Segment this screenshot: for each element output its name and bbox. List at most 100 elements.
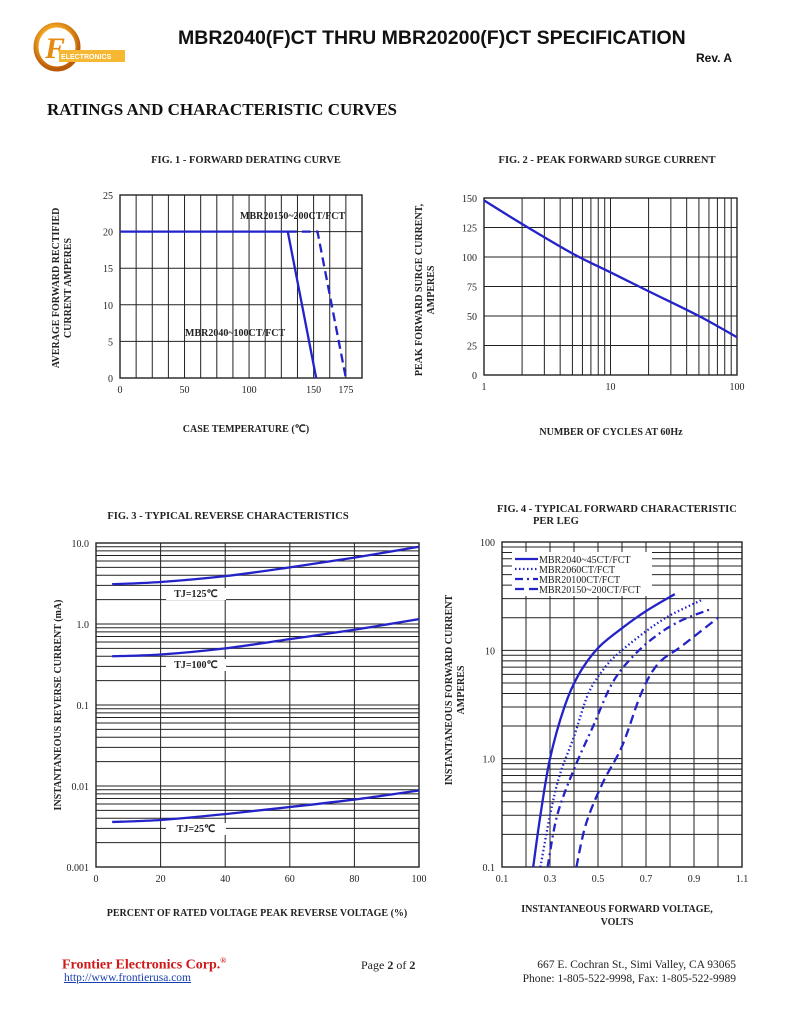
company-name-text: Frontier Electronics Corp. <box>62 957 221 973</box>
y-tick-label: 100 <box>462 253 477 264</box>
y-tick-label: 25 <box>467 342 477 353</box>
y-tick-label: 20 <box>103 228 113 239</box>
series-line-2 <box>539 599 702 868</box>
y-axis-label: CURRENT AMPERES <box>63 238 74 339</box>
x-tick-label: 0 <box>118 385 123 396</box>
x-axis-label: VOLTS <box>601 917 634 928</box>
y-tick-label: 10.0 <box>72 539 90 550</box>
y-tick-label: 10 <box>103 301 113 312</box>
curve-label-background <box>166 823 226 835</box>
section-title: RATINGS AND CHARACTERISTIC CURVES <box>47 100 398 119</box>
series-line-1 <box>483 199 738 339</box>
grid <box>95 542 420 868</box>
fig4-chart: 0.1 0.3 0.5 0.7 0.9 1.1 0.1 1.0 10 100 FIG. 4 - TY… <box>444 504 748 928</box>
curve-label-background <box>166 588 226 600</box>
x-tick-label: 150 <box>306 385 321 396</box>
y-tick-label: 15 <box>103 264 113 275</box>
y-tick-label: 0.01 <box>72 782 90 793</box>
x-tick-label: 0.3 <box>544 874 557 885</box>
series-line-4 <box>575 616 719 868</box>
y-tick-label: 0.001 <box>67 863 90 874</box>
series-line-1 <box>112 545 420 586</box>
y-tick-label: 0.1 <box>483 863 496 874</box>
chart-title: FIG. 3 - TYPICAL REVERSE CHARACTERISTICS <box>107 511 349 522</box>
y-tick-label: 50 <box>467 312 477 323</box>
x-tick-label: 1 <box>482 382 487 393</box>
page-prefix: Page <box>361 958 388 972</box>
y-tick-label: 75 <box>467 283 477 294</box>
x-tick-label: 0.5 <box>592 874 605 885</box>
fig2-chart: 1 10 100 0 25 50 75 100 125 150 FIG. 2 - PEAK FORW… <box>414 155 745 438</box>
revision-label: Rev. A <box>696 51 733 65</box>
x-tick-label: 1.1 <box>736 874 749 885</box>
company-website-link[interactable]: http://www.frontierusa.com <box>64 972 192 984</box>
page-of: of <box>393 958 410 972</box>
fig3-chart: 0 20 40 60 80 100 0.001 0.01 0.1 1.0 10.0 FIG. 3 - … <box>53 511 427 919</box>
y-tick-label: 1.0 <box>483 755 496 766</box>
x-axis-label: INSTANTANEOUS FORWARD VOLTAGE, <box>521 904 713 915</box>
series-line-3 <box>112 789 420 824</box>
x-tick-label: 0.9 <box>688 874 701 885</box>
y-axis-label: INSTANTANEOUS FORWARD CURRENT <box>444 594 455 785</box>
y-axis-label: AMPERES <box>426 265 437 314</box>
x-axis-label: CASE TEMPERATURE (℃) <box>183 424 309 435</box>
curve-label: MBR20150~200CT/FCT <box>240 211 346 222</box>
x-tick-label: 100 <box>242 385 257 396</box>
y-tick-label: 150 <box>462 194 477 205</box>
x-tick-label: 175 <box>338 385 353 396</box>
curve-label: TJ=125℃ <box>174 589 218 600</box>
frontier-logo: F ELECTRONICS <box>33 22 125 72</box>
curve-label: TJ=25℃ <box>177 824 216 835</box>
x-tick-label: 80 <box>349 874 359 885</box>
grid <box>483 197 738 376</box>
x-tick-label: 40 <box>220 874 230 885</box>
curve-label-background <box>166 659 226 671</box>
y-tick-label: 0 <box>108 374 113 385</box>
legend-label: MBR2040~45CT/FCT <box>539 555 631 566</box>
series-line-2 <box>287 230 347 379</box>
chart-title: FIG. 4 - TYPICAL FORWARD CHARACTERISTIC <box>497 504 737 515</box>
x-tick-label: 100 <box>730 382 745 393</box>
y-tick-label: 0 <box>472 371 477 382</box>
x-tick-label: 100 <box>412 874 427 885</box>
svg-text:ELECTRONICS: ELECTRONICS <box>61 54 112 61</box>
y-tick-label: 5 <box>108 337 113 348</box>
plot-frame <box>483 197 738 376</box>
chart-title: FIG. 1 - FORWARD DERATING CURVE <box>151 155 341 166</box>
legend: MBR2040~45CT/FCTMBR2060CT/FCTMBR20100CT/… <box>512 552 652 596</box>
x-tick-label: 60 <box>285 874 295 885</box>
legend-label: MBR2060CT/FCT <box>539 565 615 576</box>
curve-label: MBR2040~100CT/FCT <box>185 328 286 339</box>
company-phone-fax: Phone: 1-805-522-9998, Fax: 1-805-522-99… <box>522 973 736 985</box>
y-axis-label: AVERAGE FORWARD RECTIFIED <box>51 208 62 369</box>
y-tick-label: 1.0 <box>77 620 90 631</box>
legend-label: MBR20150~200CT/FCT <box>539 585 641 596</box>
series-line-2 <box>112 617 420 658</box>
y-tick-label: 25 <box>103 191 113 202</box>
curve-label: TJ=100℃ <box>174 660 218 671</box>
x-axis-label: NUMBER OF CYCLES AT 60Hz <box>539 427 683 438</box>
x-tick-label: 20 <box>156 874 166 885</box>
y-axis-label: PEAK FORWARD SURGE CURRENT, <box>414 203 425 376</box>
legend-label: MBR20100CT/FCT <box>539 575 620 586</box>
y-tick-label: 125 <box>462 224 477 235</box>
page-number: Page 2 of 2 <box>361 958 415 973</box>
x-tick-label: 0.1 <box>496 874 509 885</box>
document-title: MBR2040(F)CT THRU MBR20200(F)CT SPECIFIC… <box>178 27 686 49</box>
chart-title: FIG. 2 - PEAK FORWARD SURGE CURRENT <box>499 155 716 166</box>
plot-frame <box>95 542 420 868</box>
y-tick-label: 100 <box>480 538 495 549</box>
x-tick-label: 10 <box>606 382 616 393</box>
company-address: 667 E. Cochran St., Simi Valley, CA 9306… <box>537 959 736 971</box>
grid <box>119 194 363 379</box>
y-axis-label: AMPERES <box>456 665 467 714</box>
series-line-3 <box>546 608 712 868</box>
company-name: Frontier Electronics Corp.® <box>62 956 226 974</box>
y-axis-label: INSTANTANEOUS REVERSE CURRENT (mA) <box>53 600 64 811</box>
chart-title: PER LEG <box>533 516 579 527</box>
x-axis-label: PERCENT OF RATED VOLTAGE PEAK REVERSE VO… <box>107 908 408 919</box>
x-tick-label: 0.7 <box>640 874 653 885</box>
x-tick-label: 0 <box>94 874 99 885</box>
